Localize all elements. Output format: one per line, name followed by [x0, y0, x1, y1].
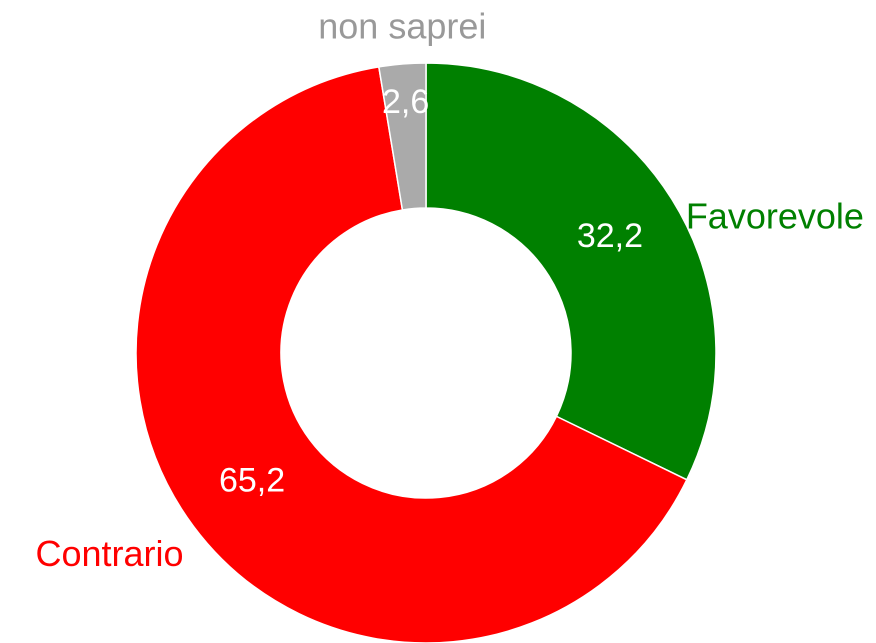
- data-label: 32,2: [577, 217, 643, 255]
- donut-segment: [425, 62, 717, 481]
- category-label: Contrario: [35, 533, 183, 574]
- data-label: 65,2: [219, 462, 285, 500]
- donut-segment: [377, 62, 427, 211]
- category-label: non saprei: [318, 5, 486, 46]
- data-label: 2,6: [382, 83, 429, 121]
- category-label: Favorevole: [686, 196, 864, 237]
